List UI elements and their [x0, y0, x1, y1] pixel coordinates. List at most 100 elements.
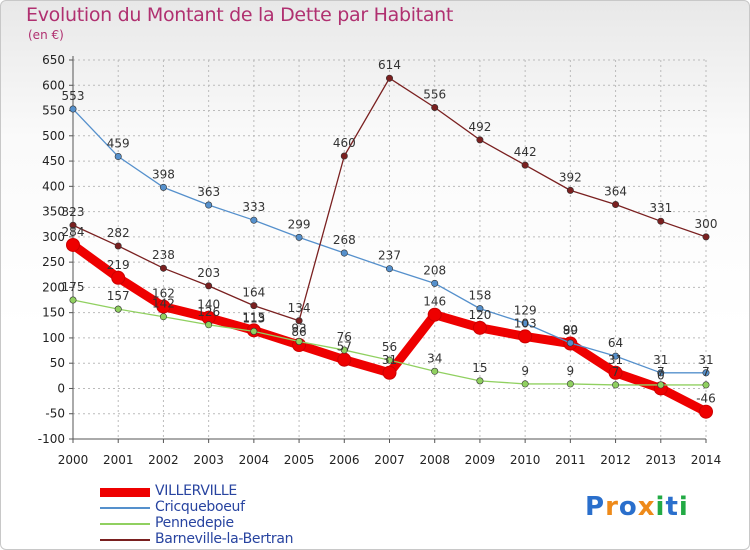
data-point-villerville	[518, 329, 533, 344]
data-label-cricqueboeuf: 459	[107, 137, 130, 151]
data-point-cricqueboeuf	[385, 265, 393, 273]
data-point-cricqueboeuf	[657, 369, 665, 377]
logo-letter: i	[678, 492, 689, 522]
legend: VILLERVILLE Cricqueboeuf Pennedepie Barn…	[100, 483, 360, 548]
legend-label: Pennedepie	[155, 515, 234, 531]
data-point-pennedepie	[612, 381, 620, 389]
data-point-villerville	[427, 307, 442, 322]
data-point-barneville-la-bertran	[159, 264, 167, 272]
data-label-villerville: 115	[242, 310, 265, 324]
data-label-pennedepie: 175	[62, 280, 85, 294]
data-label-barneville-la-bertran: 323	[62, 205, 85, 219]
y-tick-label: 100	[42, 331, 65, 345]
logo-letter: t	[665, 492, 679, 522]
data-point-pennedepie	[521, 380, 529, 388]
data-label-pennedepie: 7	[702, 365, 710, 379]
data-label-villerville: 219	[107, 258, 130, 272]
series-line-barneville-la-bertran	[72, 77, 707, 322]
data-label-barneville-la-bertran: 282	[107, 226, 130, 240]
data-point-cricqueboeuf	[566, 339, 574, 347]
data-point-pennedepie	[205, 321, 213, 329]
data-label-pennedepie: 113	[242, 311, 265, 325]
data-label-cricqueboeuf: 208	[423, 263, 446, 277]
data-point-barneville-la-bertran	[114, 242, 122, 250]
data-point-pennedepie	[657, 381, 665, 389]
logo-letter: i	[655, 492, 666, 522]
proxiti-logo: Proxiti	[585, 492, 689, 522]
data-label-cricqueboeuf: 237	[378, 249, 401, 263]
legend-label: Cricqueboeuf	[155, 499, 245, 515]
data-label-pennedepie: 7	[612, 365, 620, 379]
data-label-barneville-la-bertran: 492	[468, 120, 491, 134]
x-tick-label: 2005	[284, 453, 315, 467]
data-point-villerville	[382, 365, 397, 380]
data-point-cricqueboeuf	[612, 352, 620, 360]
data-point-villerville	[472, 320, 487, 335]
data-point-cricqueboeuf	[521, 319, 529, 327]
data-point-barneville-la-bertran	[340, 152, 348, 160]
x-tick-label: 2006	[329, 453, 360, 467]
data-point-pennedepie	[431, 367, 439, 375]
y-tick-label: 150	[42, 306, 65, 320]
data-label-pennedepie: 15	[472, 361, 487, 375]
logo-letter: o	[618, 492, 638, 522]
data-label-barneville-la-bertran: 460	[333, 136, 356, 150]
data-label-barneville-la-bertran: 164	[242, 286, 265, 300]
data-point-cricqueboeuf	[340, 249, 348, 257]
y-tick-label: 600	[42, 78, 65, 92]
logo-letter: r	[605, 492, 619, 522]
data-label-barneville-la-bertran: 614	[378, 58, 401, 72]
data-point-villerville	[66, 237, 80, 252]
data-label-villerville: 140	[197, 298, 220, 312]
data-label-villerville: 120	[468, 308, 491, 322]
data-label-villerville: 162	[152, 287, 175, 301]
legend-item-villerville: VILLERVILLE	[100, 483, 360, 500]
legend-swatch-cricqueboeuf	[100, 507, 150, 509]
data-point-barneville-la-bertran	[431, 104, 439, 112]
data-label-villerville: 57	[337, 340, 352, 354]
y-tick-label: 650	[42, 53, 65, 67]
chart-title: Evolution du Montant de la Dette par Hab…	[26, 4, 454, 26]
y-tick-label: 350	[42, 205, 65, 219]
legend-swatch-pennedepie	[100, 523, 150, 525]
logo-letter: x	[637, 492, 656, 522]
data-point-barneville-la-bertran	[702, 233, 710, 241]
data-label-pennedepie: 126	[197, 305, 220, 319]
data-point-villerville	[699, 404, 713, 419]
data-label-barneville-la-bertran: 300	[695, 217, 718, 231]
data-label-villerville: 0	[657, 368, 665, 382]
legend-swatch-barneville	[100, 539, 150, 541]
data-point-barneville-la-bertran	[657, 217, 665, 225]
legend-item-cricqueboeuf: Cricqueboeuf	[100, 499, 360, 516]
y-tick-label: 50	[50, 356, 65, 370]
data-point-pennedepie	[566, 380, 574, 388]
data-label-barneville-la-bertran: 556	[423, 88, 446, 102]
data-point-cricqueboeuf	[205, 201, 213, 209]
data-point-cricqueboeuf	[114, 153, 122, 161]
data-label-cricqueboeuf: 129	[514, 303, 537, 317]
data-point-pennedepie	[702, 381, 710, 389]
data-label-barneville-la-bertran: 364	[604, 185, 627, 199]
x-tick-label: 2009	[465, 453, 496, 467]
data-point-cricqueboeuf	[702, 369, 710, 377]
x-tick-label: 2014	[691, 453, 722, 467]
y-tick-label: 400	[42, 179, 65, 193]
data-point-pennedepie	[250, 327, 258, 335]
data-point-cricqueboeuf	[159, 183, 167, 191]
data-label-villerville: 31	[382, 353, 397, 367]
data-point-villerville	[337, 352, 352, 367]
legend-item-barneville: Barneville-la-Bertran	[100, 531, 360, 548]
x-tick-label: 2008	[419, 453, 450, 467]
data-label-pennedepie: 7	[657, 365, 665, 379]
data-label-pennedepie: 9	[567, 364, 575, 378]
chart-subtitle: (en €)	[28, 28, 64, 42]
y-tick-label: 500	[42, 129, 65, 143]
y-tick-label: 250	[42, 255, 65, 269]
data-label-cricqueboeuf: 31	[698, 353, 713, 367]
data-label-pennedepie: 9	[521, 364, 529, 378]
data-label-cricqueboeuf: 299	[288, 217, 311, 231]
x-tick-label: 2010	[510, 453, 541, 467]
data-point-villerville	[608, 365, 623, 380]
